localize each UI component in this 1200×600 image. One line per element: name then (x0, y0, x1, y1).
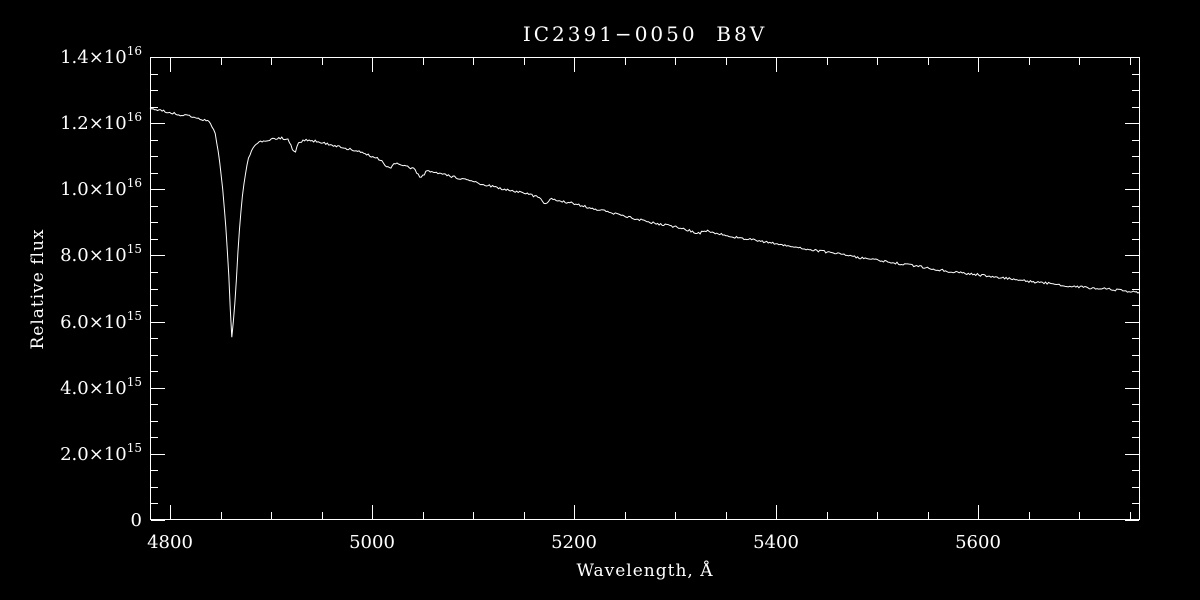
y-tick-label: 2.0×1015 (60, 441, 142, 465)
y-tick-label: 4.0×1015 (60, 375, 142, 399)
plot-frame (150, 57, 1140, 520)
x-tick-label: 5600 (955, 532, 1001, 553)
y-tick-label: 0 (131, 510, 142, 531)
x-tick-label: 5200 (551, 532, 597, 553)
x-axis-label: Wavelength, Å (576, 561, 714, 581)
y-tick-label: 1.4×1016 (60, 44, 142, 68)
spectrum-line (149, 107, 1140, 338)
y-tick-label: 6.0×1015 (60, 309, 142, 333)
y-tick-label: 1.2×1016 (60, 110, 142, 134)
x-tick-label: 5000 (349, 532, 395, 553)
y-tick-label: 8.0×1015 (60, 242, 142, 266)
y-tick-label: 1.0×1016 (60, 176, 142, 200)
x-tick-label: 5400 (753, 532, 799, 553)
x-tick-label: 4800 (147, 532, 193, 553)
chart-title: IC2391−0050 B8V (522, 22, 768, 46)
